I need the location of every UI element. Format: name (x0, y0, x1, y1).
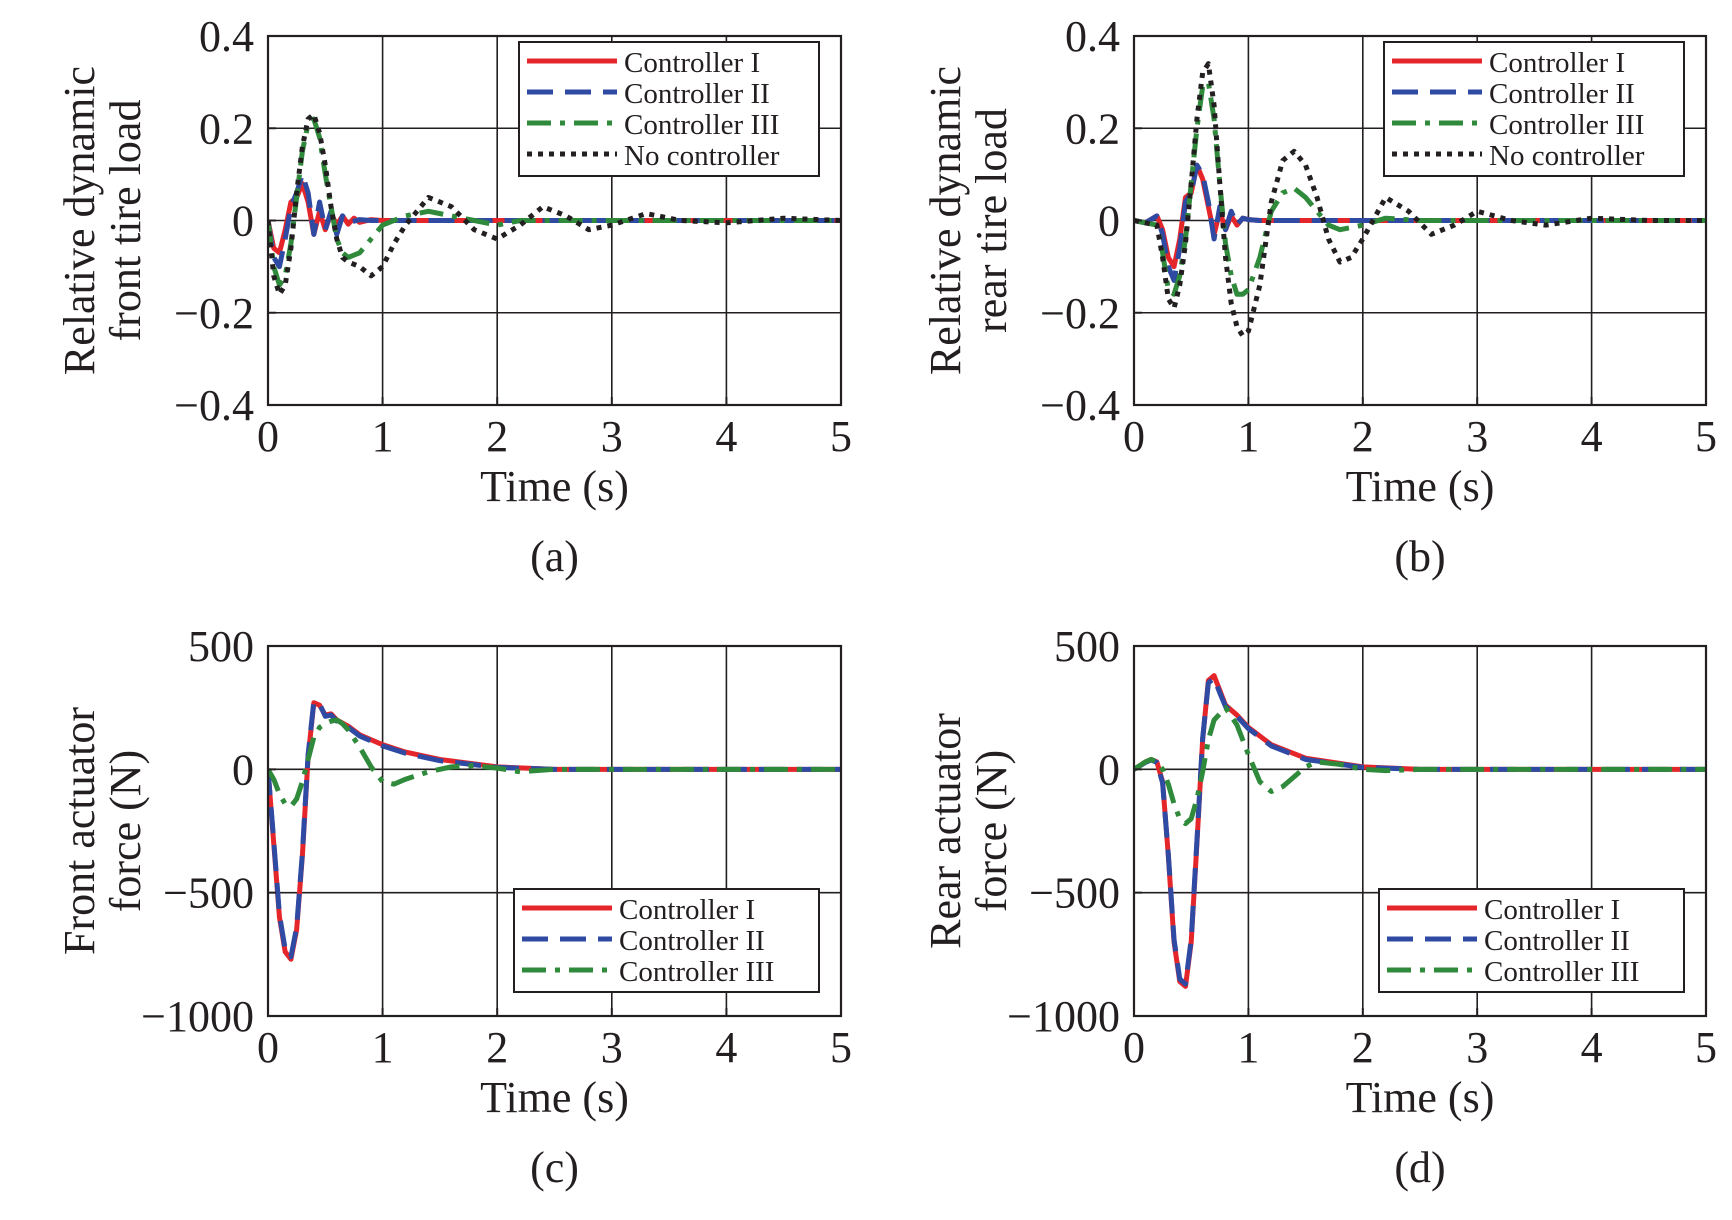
panel-caption: (a) (530, 532, 579, 581)
legend-label: Controller I (619, 894, 755, 926)
legend-label: Controller I (624, 47, 760, 79)
x-tick-label: 5 (1695, 412, 1717, 461)
y-tick-label: −0.2 (174, 289, 254, 338)
legend-label: No controller (1489, 140, 1645, 172)
x-tick-label: 1 (1237, 412, 1259, 461)
y-tick-label: 0 (1098, 745, 1120, 794)
y-tick-label: 0 (232, 197, 254, 246)
series-line-controller-iii (1134, 705, 1706, 827)
legend-box (1383, 41, 1685, 177)
axes-frame (1132, 644, 1708, 1018)
plot-area (268, 699, 841, 962)
x-tick-label: 2 (486, 412, 508, 461)
legend-label: Controller III (1484, 956, 1639, 988)
legend-label: Controller II (624, 78, 770, 110)
chart-panel-a: 0 1 2 3 4 5 −0.4 −0.2 0 0.2 0.4 Time (s) (a) Relative… (55, 12, 852, 581)
y-tick-label: 500 (1054, 622, 1120, 671)
series-line-controller-ii (1134, 162, 1706, 283)
x-tick-label: 0 (257, 412, 279, 461)
y-tick-label: −1000 (141, 992, 254, 1041)
y-axis-label-line: front tire load (101, 100, 150, 342)
x-tick-label: 4 (1581, 1023, 1603, 1072)
x-tick-label: 5 (830, 412, 852, 461)
y-axis-label-line: force (N) (967, 750, 1016, 912)
panel-caption: (b) (1394, 532, 1445, 581)
legend-label: No controller (624, 140, 780, 172)
x-tick-label: 4 (715, 412, 737, 461)
x-tick-label: 3 (601, 412, 623, 461)
plot-area (268, 111, 841, 297)
x-tick-label: 3 (1466, 1023, 1488, 1072)
y-tick-label: −500 (163, 869, 254, 918)
x-axis-label: Time (s) (1346, 1073, 1495, 1122)
y-tick-label: −0.2 (1040, 289, 1120, 338)
y-tick-label: 0.2 (1065, 104, 1120, 153)
y-tick-label: 500 (188, 622, 254, 671)
panel-caption: (d) (1394, 1143, 1445, 1192)
y-axis-label-line: Rear actuator (921, 713, 970, 949)
legend-label: Controller II (619, 925, 765, 957)
chart-panel-b: 0 1 2 3 4 5 −0.4 −0.2 0 0.2 0.4 Time (s) (b) Relative… (921, 12, 1717, 581)
series-line-controller-iii (1134, 79, 1706, 297)
x-tick-label: 0 (1123, 412, 1145, 461)
chart-panels: 0 1 2 3 4 5 −0.4 −0.2 0 0.2 0.4 Time (s) (a) Relative… (55, 12, 1717, 1192)
y-axis-label-line: Relative dynamic (55, 66, 104, 375)
y-tick-label: 0.4 (1065, 12, 1120, 61)
series-line-no-controller (1134, 61, 1706, 339)
x-tick-label: 2 (486, 1023, 508, 1072)
x-tick-label: 5 (1695, 1023, 1717, 1072)
y-tick-label: −0.4 (1040, 381, 1120, 430)
legend-label: Controller III (619, 956, 774, 988)
panel-caption: (c) (530, 1143, 579, 1192)
y-tick-label: 0.4 (199, 12, 254, 61)
x-tick-label: 3 (601, 1023, 623, 1072)
x-axis-label: Time (s) (1346, 462, 1495, 511)
y-tick-label: 0 (232, 745, 254, 794)
x-tick-label: 3 (1466, 412, 1488, 461)
chart-panel-c: 0 1 2 3 4 5 −1000 −500 0 500 Time (s) (c) Front actu… (55, 622, 852, 1192)
y-axis-label-line: rear tire load (967, 108, 1016, 333)
plot-area (1134, 673, 1706, 989)
axes-frame (266, 644, 843, 1018)
x-tick-label: 1 (1237, 1023, 1259, 1072)
x-tick-label: 5 (830, 1023, 852, 1072)
x-axis-label: Time (s) (480, 1073, 629, 1122)
legend-label: Controller III (1489, 109, 1644, 141)
y-axis-label-line: force (N) (101, 750, 150, 912)
legend-label: Controller II (1489, 78, 1635, 110)
y-tick-label: 0.2 (199, 104, 254, 153)
y-axis-label-line: Relative dynamic (921, 66, 970, 375)
series-line-controller-iii (268, 717, 841, 809)
x-tick-label: 2 (1352, 1023, 1374, 1072)
legend-label: Controller II (1484, 925, 1630, 957)
series-line-controller-ii (268, 171, 841, 270)
y-tick-label: −1000 (1007, 992, 1120, 1041)
x-axis-label: Time (s) (480, 462, 629, 511)
plot-area (1134, 61, 1706, 339)
x-tick-label: 1 (372, 412, 394, 461)
x-tick-label: 0 (257, 1023, 279, 1072)
y-axis-label-line: Front actuator (55, 707, 104, 955)
y-tick-label: −0.4 (174, 381, 254, 430)
chart-panel-d: 0 1 2 3 4 5 −1000 −500 0 500 Time (s) (d) Rear actua… (921, 622, 1717, 1192)
x-tick-label: 2 (1352, 412, 1374, 461)
series-line-no-controller (268, 111, 841, 297)
x-tick-label: 4 (1581, 412, 1603, 461)
legend-label: Controller I (1484, 894, 1620, 926)
x-tick-label: 0 (1123, 1023, 1145, 1072)
x-tick-label: 1 (372, 1023, 394, 1072)
y-tick-label: 0 (1098, 197, 1120, 246)
legend-label: Controller I (1489, 47, 1625, 79)
legend-label: Controller III (624, 109, 779, 141)
legend-box (518, 41, 820, 177)
x-tick-label: 4 (715, 1023, 737, 1072)
series-line-controller-ii (1134, 675, 1706, 987)
y-tick-label: −500 (1029, 869, 1120, 918)
